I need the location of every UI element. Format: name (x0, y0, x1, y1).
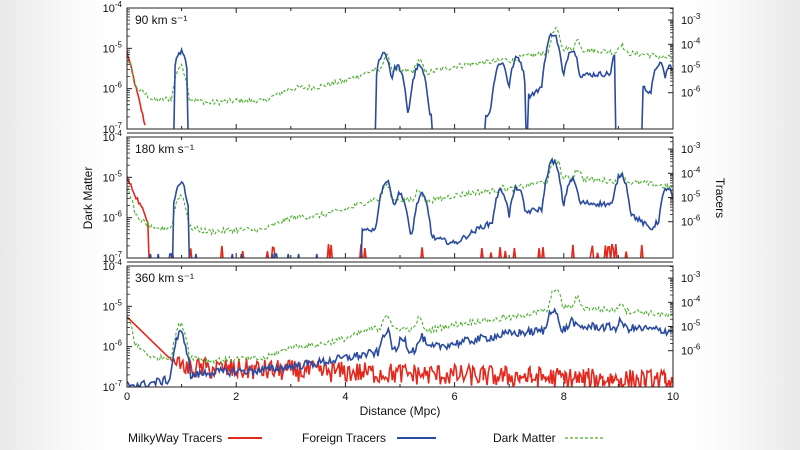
panel-frame-2 (126, 136, 674, 259)
x-tick-label: 6 (452, 391, 458, 403)
y-tick-label-left: 10-6 (103, 81, 123, 96)
legend: MilkyWay Tracers Foreign Tracers Dark Ma… (128, 431, 603, 445)
legend-label-milkyway: MilkyWay Tracers (128, 431, 222, 445)
y-tick-label-left: 10-4 (103, 0, 123, 15)
x-axis-title: Distance (Mpc) (360, 404, 441, 418)
series-dark-matter-3 (127, 288, 673, 365)
y-tick-label-right: 10-6 (681, 343, 701, 358)
panel-3 (127, 288, 673, 387)
series-foreign-tracers-1 (173, 32, 673, 129)
y-tick-label-right: 10-4 (681, 36, 701, 51)
legend-label-dark-matter: Dark Matter (493, 431, 556, 445)
y-tick-label-left: 10-5 (103, 40, 123, 55)
x-tick-label: 10 (667, 391, 679, 403)
y-tick-label-right: 10-3 (681, 141, 701, 156)
y-tick-label-right: 10-5 (681, 319, 701, 334)
x-tick-label: 4 (342, 391, 348, 403)
y-tick-label-right: 10-5 (681, 61, 701, 76)
panel-label-2: 180 km s⁻¹ (135, 142, 194, 156)
y-tick-label-right: 10-3 (681, 12, 701, 27)
y-axis-title-left: Dark Matter (81, 167, 95, 230)
x-tick-label: 0 (124, 391, 130, 403)
y-tick-label-right: 10-6 (681, 214, 701, 229)
y-tick-label-right: 10-3 (681, 270, 701, 285)
y-tick-label-left: 10-7 (103, 379, 123, 394)
x-tick-label: 2 (233, 391, 239, 403)
y-tick-label-left: 10-5 (103, 298, 123, 313)
panel-label-3: 360 km s⁻¹ (135, 271, 194, 285)
y-tick-label-left: 10-4 (103, 129, 123, 144)
series-dark-matter-1 (127, 26, 673, 107)
x-tick-label: 8 (561, 391, 567, 403)
panel-1 (127, 26, 673, 129)
series-foreign-tracers-2 (149, 157, 673, 258)
y-tick-label-left: 10-6 (103, 339, 123, 354)
y-tick-label-right: 10-4 (681, 294, 701, 309)
y-tick-label-left: 10-4 (103, 258, 123, 273)
series-foreign-tracers-3 (127, 307, 673, 387)
panel-label-1: 90 km s⁻¹ (135, 13, 187, 27)
legend-label-foreign: Foreign Tracers (302, 431, 386, 445)
panel-2 (127, 157, 673, 258)
y-tick-label-left: 10-5 (103, 169, 123, 184)
y-tick-label-right: 10-6 (681, 85, 701, 100)
y-tick-label-left: 10-6 (103, 210, 123, 225)
y-tick-label-left: 10-7 (103, 121, 123, 136)
series-dark-matter-2 (127, 158, 673, 236)
series-milkyway-tracers-1 (127, 50, 146, 126)
y-axis-title-right: Tracers (713, 178, 727, 218)
y-tick-label-right: 10-4 (681, 165, 701, 180)
y-tick-label-right: 10-5 (681, 190, 701, 205)
y-tick-label-left: 10-7 (103, 250, 123, 265)
